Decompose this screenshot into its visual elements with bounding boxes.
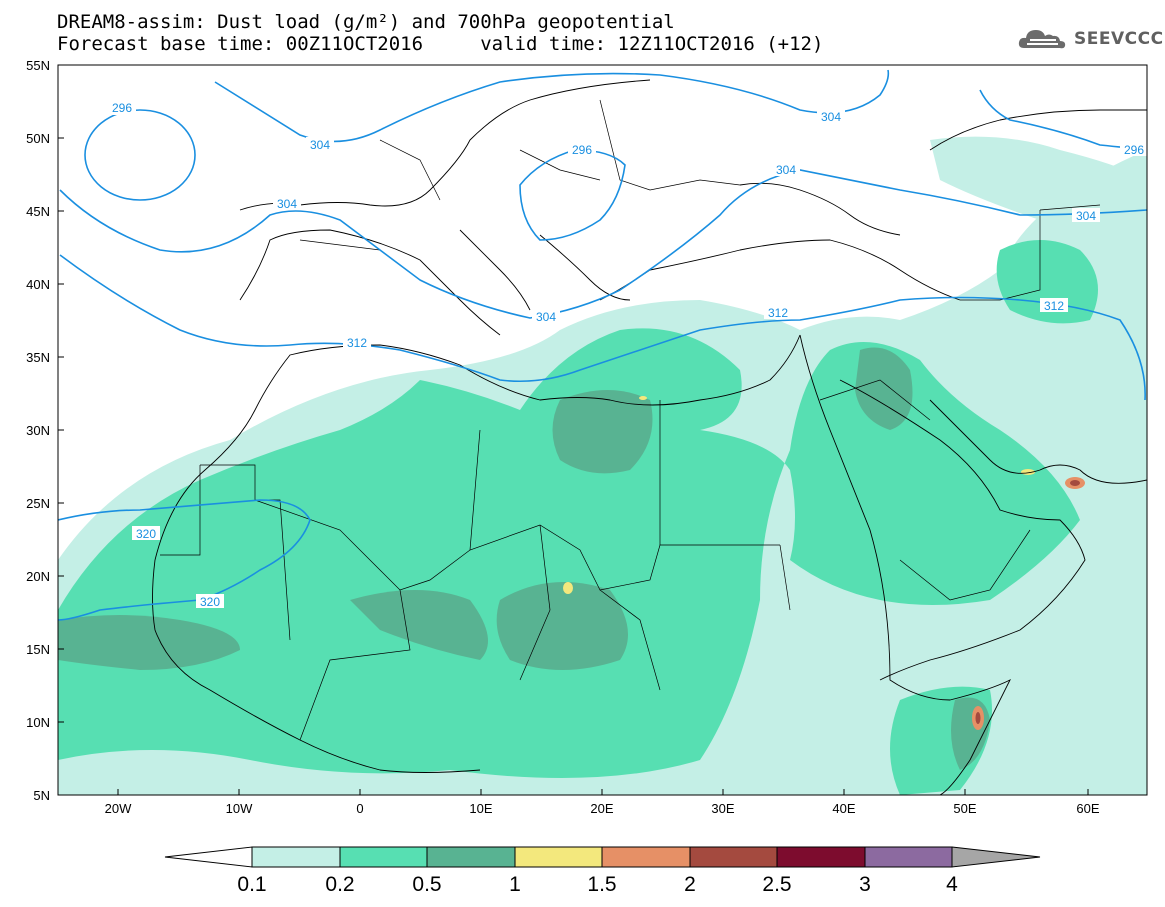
- cloud-logo-icon: [1018, 30, 1066, 49]
- longitude-axis: 20W 10W 0 10E 20E 30E 40E 50E 60E: [105, 801, 1100, 816]
- contour-label: 312: [347, 336, 367, 350]
- dust-area-dense-libya: [552, 390, 653, 474]
- map-title: DREAM8-assim: Dust load (g/m²) and 700hP…: [57, 11, 675, 33]
- dust-hotspot-chad: [563, 582, 573, 594]
- colorbar-label: 4: [946, 873, 958, 896]
- contour-label: 304: [776, 163, 796, 177]
- colorbar-label: 1.5: [587, 873, 616, 896]
- colorbar-label: 2: [684, 873, 696, 896]
- colorbar-label: 0.5: [412, 873, 441, 896]
- colorbar-swatch: [514, 846, 603, 868]
- dust-area-dense-chad: [496, 582, 628, 670]
- dust-area-dense-sahel: [350, 590, 488, 660]
- colorbar-swatch: [251, 846, 341, 868]
- colorbar-swatch: [601, 846, 691, 868]
- colorbar-swatch: [776, 846, 866, 868]
- lat-tick-label: 50N: [26, 131, 50, 146]
- logo-text: SEEVCCC: [1074, 29, 1164, 49]
- dust-area-dense-arabia: [855, 347, 913, 430]
- colorbar-label: 2.5: [762, 873, 791, 896]
- map-subtitle-times: Forecast base time: 00Z11OCT2016 valid t…: [57, 33, 824, 55]
- colorbar-label: 1: [509, 873, 521, 896]
- dust-area-moderate-east: [996, 240, 1098, 324]
- lat-tick-label: 5N: [33, 788, 50, 803]
- lat-tick-label: 55N: [26, 58, 50, 73]
- dust-hotspot-oman-core: [1070, 480, 1080, 486]
- dust-area-moderate: [58, 328, 1080, 778]
- colorbar-label: 0.2: [325, 873, 354, 896]
- dust-area-dense: [58, 615, 240, 670]
- lon-tick-label: 50E: [953, 801, 976, 816]
- colorbar-low-arrow: [164, 846, 253, 868]
- latitude-axis: 55N 50N 45N 40N 35N 30N 25N 20N 15N 10N …: [26, 58, 50, 803]
- colorbar-swatch: [426, 846, 516, 868]
- contour-label: 304: [277, 197, 297, 211]
- contour-label: 304: [310, 138, 330, 152]
- contour-label: 320: [200, 595, 220, 609]
- coastlines: [152, 79, 1147, 795]
- contour-320: [58, 499, 311, 621]
- lon-tick-label: 30E: [711, 801, 734, 816]
- lon-tick-label: 40E: [832, 801, 855, 816]
- colorbar-swatch: [339, 846, 428, 868]
- colorbar-label: 0.1: [237, 873, 266, 896]
- lon-tick-label: 10E: [469, 801, 492, 816]
- lat-tick-label: 15N: [26, 642, 50, 657]
- contour-label: 304: [821, 110, 841, 124]
- colorbar-swatch: [689, 846, 778, 868]
- country-borders: [160, 99, 1101, 741]
- lat-tick-label: 20N: [26, 569, 50, 584]
- colorbar-swatch: [864, 846, 953, 868]
- contour-label: 320: [136, 527, 156, 541]
- contour-label: 296: [572, 143, 592, 157]
- lon-tick-label: 20E: [590, 801, 613, 816]
- contour-label: 296: [112, 101, 132, 115]
- lat-tick-label: 30N: [26, 423, 50, 438]
- lon-tick-label: 20W: [105, 801, 132, 816]
- dust-field: [58, 69, 1147, 795]
- contour-296-atlantic: [84, 109, 196, 201]
- contour-labels: 296 304 296 304 304 304 304 312 312 320 …: [108, 101, 1147, 609]
- contour-304-mid: [59, 169, 1147, 319]
- seevccc-logo: SEEVCCC: [1018, 26, 1164, 52]
- lon-tick-label: 0: [356, 801, 363, 816]
- contour-label: 304: [1076, 209, 1096, 223]
- colorbar-high-arrow: [951, 846, 1041, 868]
- lat-tick-label: 40N: [26, 277, 50, 292]
- contour-label: 312: [768, 306, 788, 320]
- contour-296-balkans: [519, 149, 626, 241]
- lon-tick-label: 60E: [1076, 801, 1099, 816]
- axis-tick-marks: [58, 137, 1089, 795]
- colorbar-label: 3: [859, 873, 871, 896]
- colorbar: 0.1 0.2 0.5 1 1.5 2 2.5 3 4: [164, 846, 1041, 896]
- contour-label: 304: [536, 310, 556, 324]
- lat-tick-label: 25N: [26, 496, 50, 511]
- contour-label: 312: [1044, 299, 1064, 313]
- lat-tick-label: 10N: [26, 715, 50, 730]
- dust-hotspot-somalia-core: [975, 712, 981, 724]
- contour-312: [59, 254, 1146, 401]
- lon-tick-label: 10W: [226, 801, 253, 816]
- contour-label: 296: [1124, 143, 1144, 157]
- lat-tick-label: 45N: [26, 204, 50, 219]
- lat-tick-label: 35N: [26, 350, 50, 365]
- dust-hotspot-libya: [639, 396, 647, 400]
- dust-area-light-east: [930, 136, 1147, 260]
